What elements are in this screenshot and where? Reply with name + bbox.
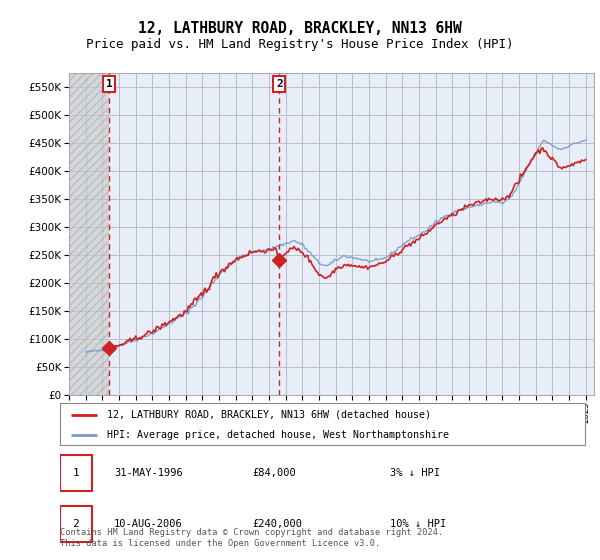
Bar <box>69 73 109 395</box>
Text: HPI: Average price, detached house, West Northamptonshire: HPI: Average price, detached house, West… <box>107 430 449 440</box>
Text: 1: 1 <box>106 80 113 89</box>
Text: 12, LATHBURY ROAD, BRACKLEY, NN13 6HW (detached house): 12, LATHBURY ROAD, BRACKLEY, NN13 6HW (d… <box>107 410 431 420</box>
FancyBboxPatch shape <box>60 403 585 445</box>
Text: 10-AUG-2006: 10-AUG-2006 <box>114 519 183 529</box>
Text: 12, LATHBURY ROAD, BRACKLEY, NN13 6HW: 12, LATHBURY ROAD, BRACKLEY, NN13 6HW <box>138 21 462 36</box>
Text: 31-MAY-1996: 31-MAY-1996 <box>114 468 183 478</box>
Text: 10% ↓ HPI: 10% ↓ HPI <box>390 519 446 529</box>
Text: 2: 2 <box>73 519 79 529</box>
FancyBboxPatch shape <box>60 455 91 491</box>
Text: Price paid vs. HM Land Registry's House Price Index (HPI): Price paid vs. HM Land Registry's House … <box>86 38 514 50</box>
Text: 1: 1 <box>73 468 79 478</box>
Text: Contains HM Land Registry data © Crown copyright and database right 2024.
This d: Contains HM Land Registry data © Crown c… <box>60 528 443 548</box>
FancyBboxPatch shape <box>60 506 91 542</box>
Text: £240,000: £240,000 <box>252 519 302 529</box>
Text: £84,000: £84,000 <box>252 468 296 478</box>
Text: 2: 2 <box>276 80 283 89</box>
Text: 3% ↓ HPI: 3% ↓ HPI <box>390 468 440 478</box>
